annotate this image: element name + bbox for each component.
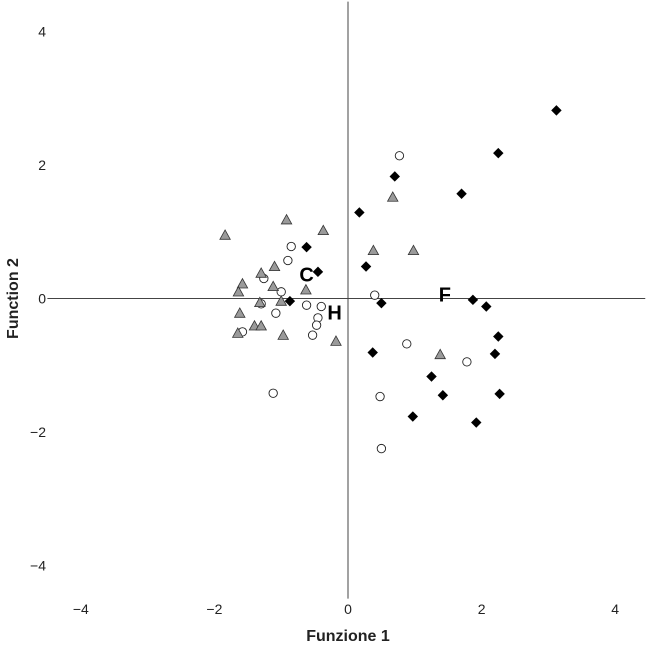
diamond-point	[301, 241, 312, 253]
triangle-point	[268, 260, 281, 272]
y-tick-label: −4	[30, 557, 46, 573]
triangle-point	[231, 327, 244, 338]
chart-axes	[47, 1, 646, 599]
y-tick-label: −2	[30, 424, 46, 440]
triangle-point	[233, 307, 246, 318]
y-tick-label: 4	[38, 24, 46, 40]
diamond-point	[407, 411, 419, 422]
circle-point	[268, 388, 278, 398]
circle-point	[311, 320, 322, 330]
diamond-point	[471, 417, 482, 428]
diamond-point	[551, 105, 562, 116]
triangle-point	[253, 296, 266, 308]
diamond-point	[376, 297, 387, 309]
diamond-point	[354, 207, 365, 218]
x-tick-label: −2	[206, 601, 222, 617]
x-tick-label: 0	[344, 601, 352, 617]
diamond-point	[389, 171, 400, 182]
centroid-label-h: H	[327, 303, 341, 325]
triangle-point	[275, 295, 288, 306]
x-tick-label: 2	[478, 601, 486, 617]
data-points	[219, 105, 562, 454]
triangle-point	[232, 285, 245, 297]
triangle-point	[300, 283, 312, 295]
triangle-point	[434, 348, 447, 360]
diamond-point	[494, 388, 505, 400]
diamond-point	[312, 266, 324, 278]
circle-point	[307, 330, 318, 340]
triangle-point	[407, 244, 420, 256]
circle-point	[370, 290, 380, 300]
x-tick-labels: −4 −2 0 2 4	[73, 601, 619, 617]
x-tick-label: 4	[611, 601, 619, 617]
circle-point	[286, 241, 296, 252]
circle-point	[394, 151, 405, 161]
y-tick-label: 0	[38, 291, 46, 307]
diamond-point	[367, 347, 378, 358]
triangle-point	[280, 213, 293, 225]
y-tick-labels: −4 −2 0 2 4	[30, 24, 46, 574]
triangle-point	[236, 277, 249, 289]
triangle-point	[330, 335, 342, 346]
circle-point	[402, 339, 412, 349]
x-tick-label: −4	[73, 601, 89, 617]
diamond-point	[493, 147, 504, 159]
circle-point	[301, 300, 312, 310]
triangle-point	[277, 329, 290, 340]
triangle-point	[367, 244, 380, 256]
y-axis-title: Function 2	[5, 258, 22, 339]
centroid-label-c: C	[299, 264, 313, 286]
diamond-point	[467, 294, 479, 306]
circle-point	[283, 255, 293, 266]
diamond-point	[426, 371, 437, 382]
diamond-point	[481, 301, 492, 312]
triangle-point	[255, 267, 268, 278]
circle-point	[375, 391, 385, 402]
centroid-labels: C F H	[299, 264, 451, 324]
diamond-point	[489, 348, 501, 360]
triangle-point	[386, 191, 399, 202]
triangle-point	[317, 224, 330, 236]
y-tick-label: 2	[38, 157, 46, 173]
diamond-point	[360, 261, 372, 272]
diamond-point	[456, 188, 467, 200]
diamond-point	[284, 295, 296, 307]
circle-point	[316, 301, 326, 312]
x-axis-title: Funzione 1	[306, 628, 390, 645]
circle-point	[276, 287, 286, 297]
centroid-label-f: F	[439, 284, 451, 306]
diamond-point	[493, 331, 504, 342]
triangle-point	[267, 280, 280, 292]
circle-point	[271, 308, 281, 318]
circle-point	[462, 357, 472, 367]
triangle-point	[255, 319, 268, 331]
diamond-point	[437, 389, 449, 401]
triangle-point	[219, 229, 231, 240]
circle-point	[376, 443, 387, 454]
